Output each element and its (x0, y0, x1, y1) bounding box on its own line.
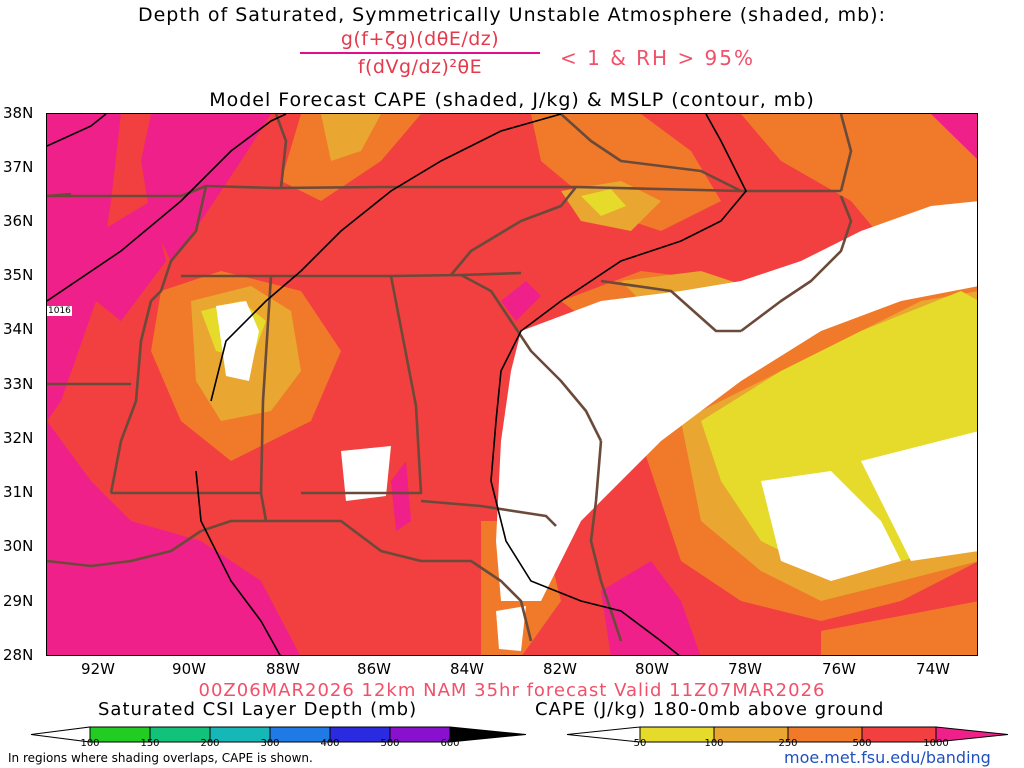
cape-1000-region (96, 201, 166, 321)
cape-500-region (281, 114, 421, 201)
lat-label: 34N (3, 320, 34, 338)
cape-1000-region (601, 561, 701, 655)
lon-label: 82W (543, 660, 577, 678)
cape-1000-region (391, 461, 411, 531)
isobar (490, 480, 680, 655)
isobar (210, 114, 562, 402)
map-panel: 1016 (46, 113, 978, 656)
border-line (111, 491, 268, 522)
border-line (839, 114, 853, 192)
cape-tick: 1000 (923, 738, 949, 749)
cape-colorbar (566, 726, 1009, 743)
csi-legend-title: Saturated CSI Layer Depth (mb) (98, 699, 418, 720)
lon-label: 92W (81, 660, 115, 678)
title-line-1: Depth of Saturated, Symmetrically Unstab… (137, 4, 886, 26)
border-line (420, 499, 557, 527)
cape-tick: 100 (704, 738, 724, 749)
lon-label: 84W (450, 660, 484, 678)
border-line (259, 275, 273, 494)
formula-condition: < 1 & RH > 95% (560, 46, 756, 70)
border-line (274, 114, 288, 189)
csi-bin-highest (449, 726, 527, 743)
title-line-3: Model Forecast CAPE (shaded, J/kg) & MSL… (209, 89, 815, 111)
csi-tick: 400 (320, 738, 340, 749)
no-shading-region (496, 606, 526, 651)
mslp-contours (47, 114, 747, 655)
cape-500-region (531, 114, 721, 231)
border-line (200, 519, 533, 642)
border-line (47, 192, 72, 198)
border-line (740, 195, 853, 333)
border-line (460, 273, 603, 442)
cape-shading (47, 114, 977, 655)
cape-250-region (321, 114, 381, 161)
state-borders (47, 114, 853, 642)
lon-label: 88W (266, 660, 300, 678)
lat-label: 31N (3, 483, 34, 501)
lat-label: 30N (3, 537, 34, 555)
cape-tick: 50 (633, 738, 647, 749)
isobar (47, 114, 107, 147)
source-url[interactable]: moe.met.fsu.edu/banding (784, 748, 991, 767)
isobar (195, 470, 281, 655)
no-shading-region (861, 431, 977, 561)
border-line (47, 529, 202, 568)
cape-legend-title: CAPE (J/kg) 180-0mb above ground (535, 699, 885, 720)
csi-tick: 600 (440, 738, 460, 749)
cape-tick: 250 (778, 738, 798, 749)
cape-tick: 500 (852, 738, 872, 749)
lon-label: 76W (822, 660, 856, 678)
formula-denominator: f(dVg/dz)²θE (357, 56, 483, 78)
lat-label: 29N (3, 592, 34, 610)
lat-label: 36N (3, 212, 34, 230)
cape-1000-region (47, 421, 300, 655)
lat-label: 37N (3, 158, 34, 176)
formula-fraction: g(f+ζg)(dθE/dz) f(dVg/dz)²θE (300, 28, 540, 78)
csi-tick: 150 (140, 738, 160, 749)
border-line (109, 300, 153, 494)
fraction-bar (300, 52, 540, 54)
overlap-note: In regions where shading overlaps, CAPE … (8, 751, 313, 765)
no-shading-region (341, 446, 391, 501)
lat-label: 28N (3, 646, 34, 664)
lon-label: 90W (172, 660, 206, 678)
csi-tick: 200 (200, 738, 220, 749)
cape-1000-region (47, 114, 121, 421)
csi-tick: 300 (260, 738, 280, 749)
border-line (560, 114, 742, 193)
csi-tick: 100 (80, 738, 100, 749)
csi-colorbar (30, 726, 527, 743)
cape-500-region (821, 601, 977, 655)
no-shading-region (496, 201, 977, 601)
cape-bin-highest (935, 726, 1009, 743)
lat-label: 33N (3, 375, 34, 393)
lat-label: 32N (3, 429, 34, 447)
lon-label: 78W (728, 660, 762, 678)
isobar (490, 114, 747, 482)
forecast-valid-text: 00Z06MAR2026 12km NAM 35hr forecast Vali… (198, 680, 826, 701)
no-shading-region (216, 301, 259, 381)
lat-label: 38N (3, 104, 34, 122)
border-line (301, 275, 423, 495)
lon-label: 86W (357, 660, 391, 678)
isobar (47, 114, 287, 302)
border-line (450, 186, 578, 276)
lon-label: 80W (635, 660, 669, 678)
isobar-label: 1016 (47, 306, 72, 316)
map-svg (47, 114, 977, 655)
border-line (589, 440, 623, 642)
cape-1000-region (501, 281, 541, 321)
border-line (600, 279, 741, 333)
no-shading-region (761, 471, 901, 581)
formula-numerator: g(f+ζg)(dθE/dz) (340, 28, 500, 50)
cape-100-region (581, 189, 626, 216)
lon-label: 74W (916, 660, 950, 678)
lat-label: 35N (3, 266, 34, 284)
border-line (150, 185, 208, 302)
csi-tick: 500 (380, 738, 400, 749)
